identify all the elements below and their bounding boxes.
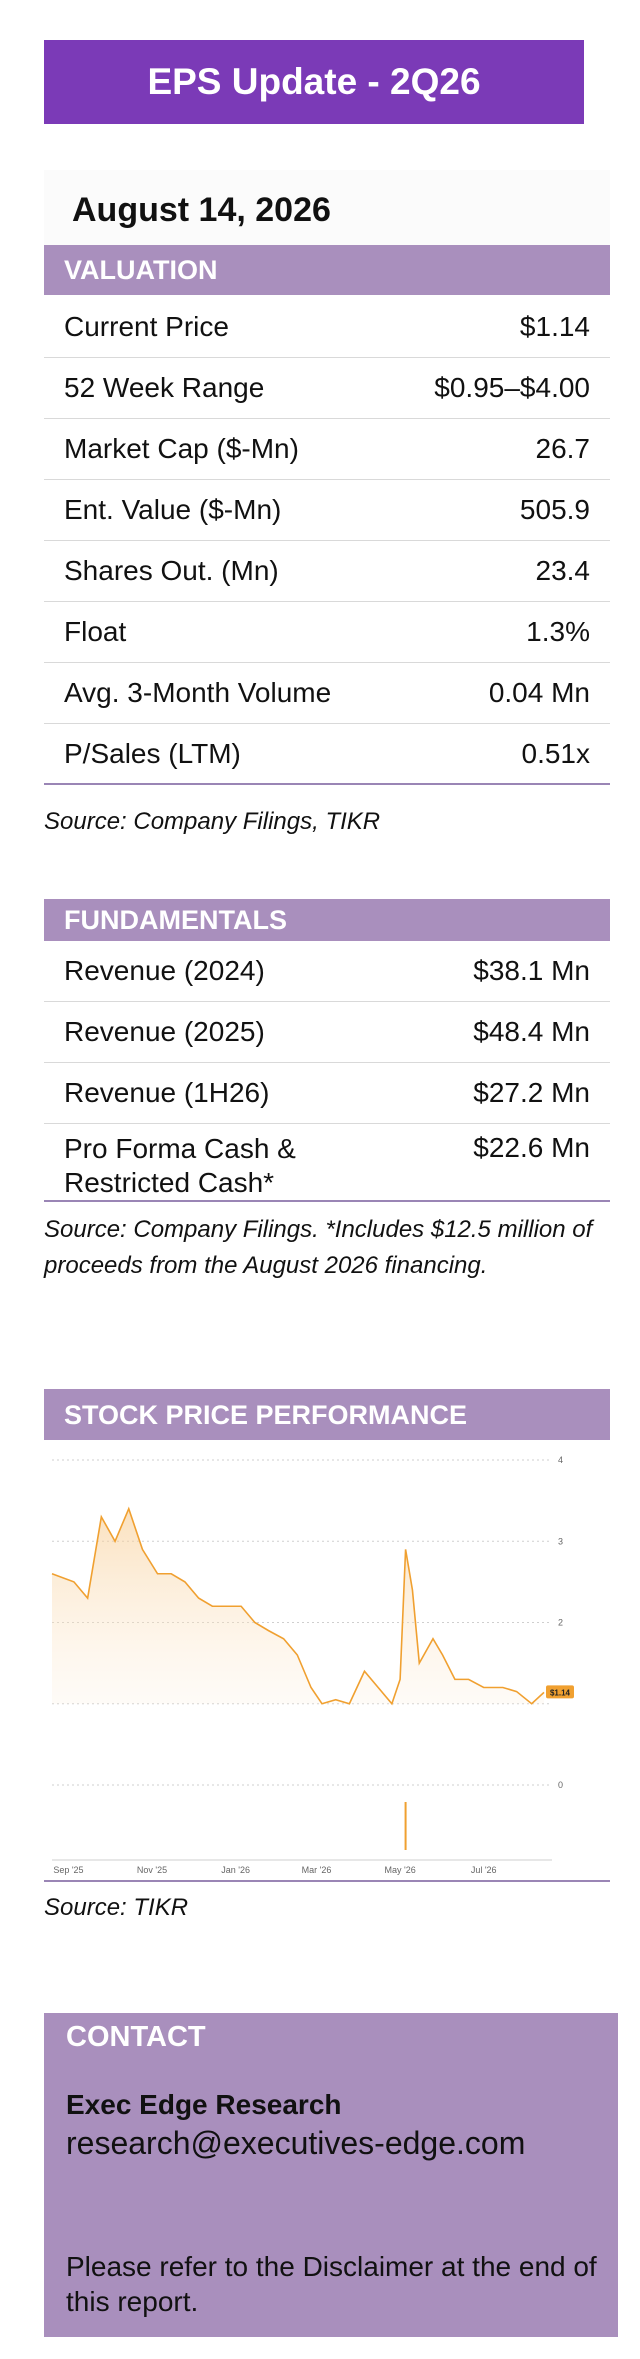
row-label: Ent. Value ($-Mn): [64, 494, 282, 525]
x-tick-label: Sep '25: [53, 1865, 83, 1875]
x-tick-label: May '26: [384, 1865, 415, 1875]
price-chart-svg: 4 3 2 0 Sep '25 Nov '25 Jan '26 Mar '26 May '26 J…: [51, 1455, 574, 1875]
row-value: $48.4 Mn: [473, 1016, 590, 1047]
row-label: Pro Forma Cash & Restricted Cash*: [64, 1133, 296, 1198]
valuation-header: VALUATION: [44, 245, 610, 295]
table-row: Revenue (2024) $38.1 Mn: [44, 941, 610, 1002]
x-tick-label: Nov '25: [137, 1865, 167, 1875]
x-tick-label: Jul '26: [471, 1865, 497, 1875]
contact-box: CONTACT Exec Edge Research research@exec…: [44, 2013, 618, 2337]
table-row: Revenue (1H26) $27.2 Mn: [44, 1063, 610, 1124]
price-line: [51, 1506, 545, 1706]
row-value: 505.9: [519, 494, 590, 525]
table-row: Pro Forma Cash & Restricted Cash* $22.6 M…: [44, 1124, 610, 1202]
row-value: $22.6 Mn: [473, 1132, 590, 1163]
fundamentals-source: Source: Company Filings. *Includes $12.5…: [44, 1216, 593, 1279]
report-date: August 14, 2026: [44, 170, 610, 250]
contact-title: CONTACT: [66, 2021, 206, 2053]
row-label: Revenue (1H26): [64, 1077, 270, 1108]
contact-email[interactable]: research@executives-edge.com: [66, 2125, 526, 2161]
table-row: Current Price $1.14: [44, 297, 610, 358]
row-label: Current Price: [64, 311, 229, 342]
table-row: Avg. 3-Month Volume 0.04 Mn: [44, 663, 610, 724]
report-title-banner: EPS Update - 2Q26: [44, 40, 584, 124]
row-value: 23.4: [535, 555, 591, 586]
row-value: $38.1 Mn: [473, 955, 590, 986]
row-value: 26.7: [535, 433, 591, 464]
disclaimer-note: Please refer to the Disclaimer at the en…: [66, 2251, 597, 2317]
y-tick-label: 2: [558, 1618, 563, 1628]
y-tick-label: 4: [558, 1455, 563, 1465]
stock-header: STOCK PRICE PERFORMANCE: [44, 1389, 610, 1441]
row-value: 1.3%: [526, 616, 590, 647]
row-value: $27.2 Mn: [473, 1077, 590, 1108]
row-label: Float: [64, 616, 127, 647]
contact-org: Exec Edge Research: [66, 2089, 342, 2120]
y-tick-label: 0: [558, 1780, 563, 1790]
y-tick-label: 3: [558, 1536, 563, 1546]
stock-price-chart: 4 3 2 0 Sep '25 Nov '25 Jan '26 Mar '26 May '26 J…: [44, 1440, 610, 1882]
stock-source: Source: TIKR: [44, 1894, 189, 1921]
row-label: Shares Out. (Mn): [64, 555, 279, 586]
table-row: Ent. Value ($-Mn) 505.9: [44, 480, 610, 541]
x-tick-label: Jan '26: [221, 1865, 250, 1875]
row-label: 52 Week Range: [64, 372, 265, 403]
report-title: EPS Update - 2Q26: [147, 61, 481, 102]
row-value: 0.04 Mn: [488, 677, 590, 708]
fundamentals-table: Revenue (2024) $38.1 Mn Revenue (2025) $48…: [44, 941, 610, 1202]
price-tag-label: $1.14: [550, 1688, 571, 1697]
row-value: $0.95–$4.00: [434, 372, 590, 403]
table-row: 52 Week Range $0.95–$4.00: [44, 358, 610, 419]
row-label: Market Cap ($-Mn): [64, 433, 299, 464]
row-value: $1.14: [519, 311, 590, 342]
table-row: Revenue (2025) $48.4 Mn: [44, 1002, 610, 1063]
row-label: Avg. 3-Month Volume: [64, 677, 332, 708]
row-label: Revenue (2024): [64, 955, 265, 986]
table-row: P/Sales (LTM) 0.51x: [44, 724, 610, 785]
row-label: Revenue (2025): [64, 1016, 265, 1047]
valuation-source: Source: Company Filings, TIKR: [44, 808, 381, 835]
table-row: Float 1.3%: [44, 602, 610, 663]
price-tag: [546, 1685, 574, 1699]
table-row: Shares Out. (Mn) 23.4: [44, 541, 610, 602]
table-row: Market Cap ($-Mn) 26.7: [44, 419, 610, 480]
price-area: [52, 1508, 544, 1704]
row-value: 0.51x: [521, 737, 591, 769]
x-tick-label: Mar '26: [302, 1865, 332, 1875]
row-label: P/Sales (LTM): [64, 737, 241, 769]
fundamentals-header: FUNDAMENTALS: [44, 899, 610, 941]
valuation-table: Current Price $1.14 52 Week Range $0.95–$4…: [44, 297, 610, 785]
